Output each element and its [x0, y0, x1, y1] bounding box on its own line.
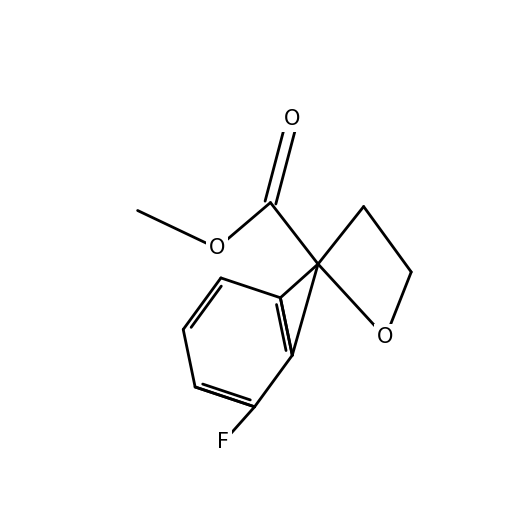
Text: F: F	[217, 433, 229, 453]
Text: O: O	[209, 238, 225, 258]
Text: O: O	[284, 109, 301, 129]
Text: O: O	[378, 328, 394, 348]
